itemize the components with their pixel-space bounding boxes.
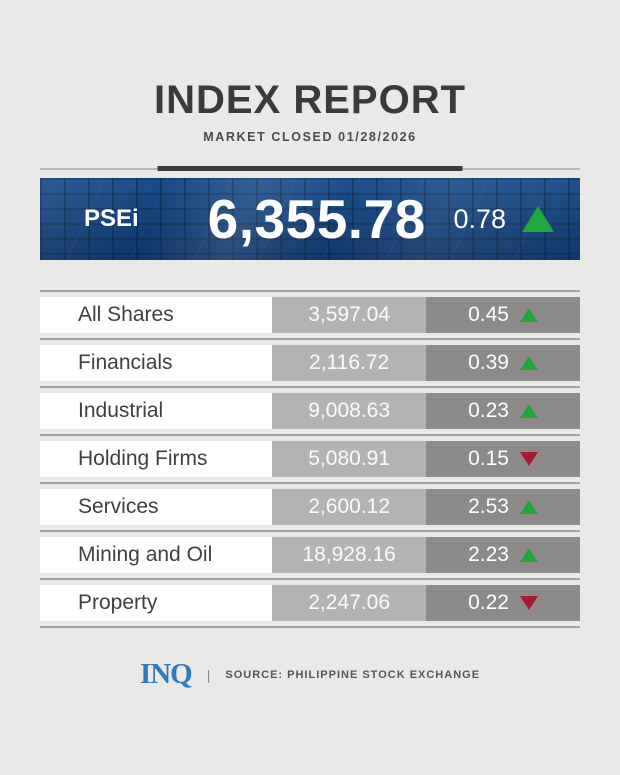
footer: INQ | SOURCE: PHILIPPINE STOCK EXCHANGE — [40, 658, 580, 691]
index-change: 0.22 — [468, 591, 509, 614]
index-label: Mining and Oil — [40, 537, 273, 573]
index-change-cell: 0.15 — [426, 441, 580, 477]
index-label: Services — [40, 489, 273, 525]
table-row-slot: Financials 2,116.72 0.39 — [40, 338, 580, 386]
index-value: 2,600.12 — [272, 489, 427, 525]
market-status: MARKET CLOSED 01/28/2026 — [203, 130, 417, 144]
index-change: 0.39 — [468, 351, 509, 374]
change-triangle-icon — [519, 452, 538, 466]
index-label: Holding Firms — [40, 441, 273, 477]
table-row: Services 2,600.12 2.53 — [40, 489, 580, 525]
table-row-slot: Holding Firms 5,080.91 0.15 — [40, 434, 580, 482]
table-row: Property 2,247.06 0.22 — [40, 585, 580, 621]
table-row: Financials 2,116.72 0.39 — [40, 345, 580, 381]
psei-triangle-icon — [522, 206, 554, 232]
source-text: SOURCE: PHILIPPINE STOCK EXCHANGE — [225, 668, 481, 681]
change-triangle-icon — [519, 596, 538, 610]
index-change: 0.45 — [468, 303, 509, 326]
index-change-cell: 0.22 — [426, 585, 580, 621]
table-row-slot: All Shares 3,597.04 0.45 — [40, 290, 580, 338]
change-triangle-icon — [519, 308, 538, 322]
psei-label: PSEi — [84, 205, 139, 232]
index-change-cell: 2.23 — [426, 537, 580, 573]
index-label: Financials — [40, 345, 273, 381]
index-value: 5,080.91 — [272, 441, 427, 477]
index-change-cell: 0.23 — [426, 393, 580, 429]
change-triangle-icon — [519, 500, 538, 514]
index-change-cell: 0.45 — [426, 297, 580, 333]
table-row-slot: Services 2,600.12 2.53 — [40, 482, 580, 530]
index-table: All Shares 3,597.04 0.45 Financials 2,11… — [40, 290, 580, 628]
change-triangle-icon — [519, 404, 538, 418]
index-value: 9,008.63 — [272, 393, 427, 429]
table-row: Industrial 9,008.63 0.23 — [40, 393, 580, 429]
psei-value: 6,355.78 — [207, 188, 426, 250]
table-row-slot: Mining and Oil 18,928.16 2.23 — [40, 530, 580, 578]
index-value: 3,597.04 — [272, 297, 427, 333]
change-triangle-icon — [519, 356, 538, 370]
index-label: Industrial — [40, 393, 273, 429]
index-change: 0.23 — [468, 399, 509, 422]
divider-rule-accent — [157, 166, 463, 171]
table-row-slot: Industrial 9,008.63 0.23 — [40, 386, 580, 434]
index-value: 18,928.16 — [272, 537, 427, 573]
index-label: All Shares — [40, 297, 273, 333]
index-value: 2,116.72 — [272, 345, 427, 381]
inq-logo: INQ — [139, 658, 193, 690]
header: INDEX REPORT MARKET CLOSED 01/28/2026 — [40, 78, 580, 171]
table-row-slot: Property 2,247.06 0.22 — [40, 578, 580, 626]
table-row: Holding Firms 5,080.91 0.15 — [40, 441, 580, 477]
index-label: Property — [40, 585, 273, 621]
psei-change: 0.78 — [453, 203, 506, 234]
index-change-cell: 0.39 — [426, 345, 580, 381]
table-row: All Shares 3,597.04 0.45 — [40, 297, 580, 333]
psei-banner: PSEi 6,355.78 0.78 — [40, 178, 580, 260]
index-value: 2,247.06 — [272, 585, 427, 621]
footer-separator: | — [206, 666, 211, 683]
divider-rule — [40, 166, 580, 171]
index-change: 0.15 — [468, 447, 509, 470]
page-title: INDEX REPORT — [153, 78, 467, 122]
index-change: 2.53 — [468, 495, 509, 518]
index-change: 2.23 — [468, 543, 509, 566]
index-change-cell: 2.53 — [426, 489, 580, 525]
change-triangle-icon — [519, 548, 538, 562]
table-row: Mining and Oil 18,928.16 2.23 — [40, 537, 580, 573]
